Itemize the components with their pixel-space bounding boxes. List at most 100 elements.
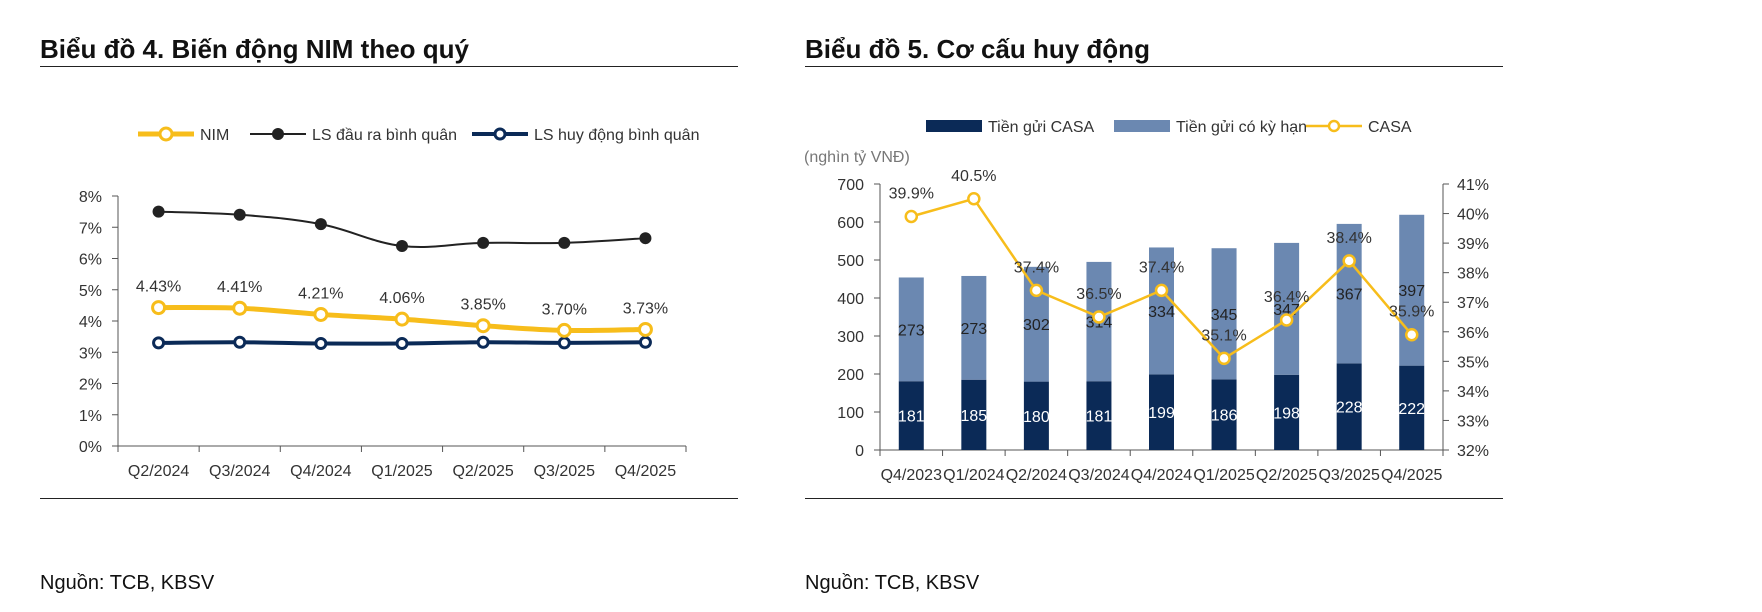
term-bar-label: 273 [960,321,987,338]
nim-data-label: 3.85% [460,297,505,314]
unit-label: (nghìn tỷ VNĐ) [804,149,910,166]
casa-ratio-label: 37.4% [1139,259,1184,276]
nim-data-label: 3.70% [542,301,587,318]
data-point-1 [152,205,165,218]
casa-bar [961,379,987,450]
x-tick-label: Q4/2025 [615,463,676,480]
legend-label: CASA [1368,119,1412,136]
right-y-tick-label: 41% [1457,177,1489,194]
y-tick-label: 2% [79,377,102,394]
legend-swatch-marker [158,126,174,142]
term-bar-label: 367 [1336,287,1363,304]
data-point-2 [557,336,571,350]
left-y-tick-label: 500 [837,253,864,270]
data-point-1 [558,236,571,249]
casa-ratio-label: 37.4% [1014,259,1059,276]
right-y-tick-label: 34% [1457,384,1489,401]
x-tick-label: Q2/2024 [128,463,189,480]
data-point-2 [314,337,328,350]
casa-bar-label: 228 [1336,400,1363,417]
x-tick-label: Q2/2025 [452,463,513,480]
legend-label: LS đầu ra bình quân [312,127,457,144]
nim-data-label: 3.73% [623,300,668,317]
casa-ratio-point [1154,283,1169,298]
legend-label: NIM [200,127,229,144]
right-y-tick-label: 40% [1457,207,1489,224]
data-point-2 [395,337,409,350]
data-point-0 [637,321,653,337]
casa-bar [1149,374,1174,450]
right-title-rule [805,66,1503,67]
x-tick-label: Q4/2024 [290,463,351,480]
left-y-tick-label: 600 [837,215,864,232]
term-deposit-bar [1149,247,1174,375]
right-y-tick-label: 32% [1457,443,1489,460]
casa-bar [1211,379,1237,450]
left-source-rule [40,498,738,499]
legend-swatch-casa [926,120,982,132]
left-y-tick-label: 400 [837,291,864,308]
term-deposit-bar [1336,223,1362,364]
casa-bar-label: 199 [1148,405,1175,422]
right-y-tick-label: 39% [1457,236,1489,253]
casa-bar-label: 180 [1023,409,1050,426]
casa-ratio-point [1029,283,1044,298]
x-tick-label: Q2/2025 [1256,467,1317,484]
y-tick-label: 4% [79,314,102,331]
legend-swatch-casa-marker [1327,119,1341,133]
left-source-note: Nguồn: TCB, KBSV [40,572,215,594]
y-tick-label: 0% [79,439,102,456]
casa-ratio-label: 38.4% [1326,230,1371,247]
casa-ratio-label: 40.5% [951,168,996,185]
data-point-0 [232,300,248,316]
left-y-tick-label: 100 [837,405,864,422]
data-point-2 [638,335,652,349]
right-y-tick-label: 35% [1457,354,1489,371]
y-tick-label: 6% [79,252,102,269]
left-panel-title: Biểu đồ 4. Biến động NIM theo quý [40,34,469,64]
casa-bar-label: 222 [1398,401,1425,418]
casa-bar-label: 198 [1273,405,1300,422]
casa-ratio-point [1092,310,1106,324]
right-y-tick-label: 37% [1457,295,1489,312]
y-tick-label: 8% [79,189,102,206]
casa-bar [898,381,924,450]
nim-line-chart: 0% 1% 2% 3% 4% 5% 6% 7% 8% Q2/2024 Q3/2024 Q4/2024 Q… [79,126,699,480]
casa-bar-label: 181 [1086,409,1113,426]
nim-data-label: 4.21% [298,285,343,302]
x-tick-label: Q1/2025 [1193,467,1254,484]
term-bar-label: 334 [1148,304,1175,321]
right-source-rule [805,498,1503,499]
x-tick-label: Q1/2024 [943,467,1004,484]
casa-bar [1274,374,1300,450]
left-title-rule [40,66,738,67]
y-tick-label: 1% [79,408,102,425]
term-deposit-bar [961,275,987,380]
casa-bar [1336,363,1362,450]
legend-swatch-term [1114,120,1170,132]
casa-bar [1023,381,1049,450]
casa-ratio-label: 39.9% [889,186,934,203]
casa-ratio-label: 36.4% [1264,289,1309,306]
data-point-1 [396,240,408,252]
nim-data-label: 4.41% [217,279,262,296]
data-point-0 [313,306,329,322]
left-y-tick-label: 200 [837,367,864,384]
x-tick-label: Q3/2025 [1318,467,1379,484]
term-bar-label: 273 [898,322,925,339]
casa-ratio-point [1217,351,1231,366]
data-point-2 [233,335,247,349]
right-y-tick-label: 33% [1457,413,1489,430]
x-tick-label: Q2/2024 [1006,467,1067,484]
casa-ratio-point [904,209,919,224]
term-deposit-bar [1274,242,1300,375]
funding-structure-chart: (nghìn tỷ VNĐ) 0 100 200 300 400 500 600 700 32% 3… [804,119,1489,484]
data-point-2 [476,335,490,349]
casa-ratio-label: 36.5% [1076,286,1121,303]
data-point-1 [477,236,490,249]
legend-swatch-marker [272,128,284,140]
casa-bar-label: 186 [1211,408,1238,425]
legend-label: LS huy động bình quân [534,127,699,144]
casa-ratio-label: 35.1% [1201,327,1246,344]
legend-swatch-marker [493,127,507,141]
